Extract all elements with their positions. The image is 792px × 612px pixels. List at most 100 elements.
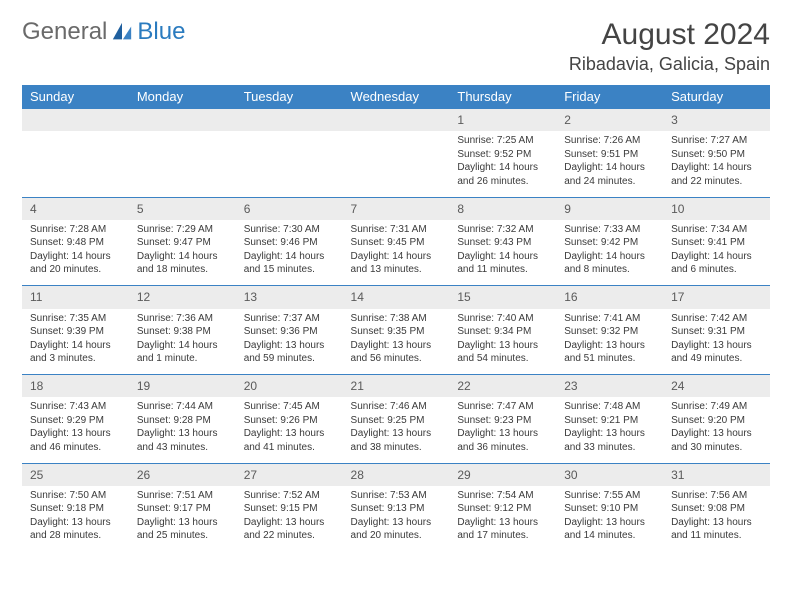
day-number: 27	[236, 463, 343, 486]
day-cell: Sunrise: 7:43 AMSunset: 9:29 PMDaylight:…	[22, 397, 129, 463]
day-number: 4	[22, 197, 129, 220]
day1-text: Daylight: 13 hours	[30, 427, 121, 441]
sail-icon	[111, 21, 133, 43]
day1-text: Daylight: 13 hours	[30, 516, 121, 530]
day-header: Monday	[129, 85, 236, 109]
sunset-text: Sunset: 9:38 PM	[137, 325, 228, 339]
sunset-text: Sunset: 9:31 PM	[671, 325, 762, 339]
sunrise-text: Sunrise: 7:27 AM	[671, 134, 762, 148]
day-cell: Sunrise: 7:33 AMSunset: 9:42 PMDaylight:…	[556, 220, 663, 286]
sunset-text: Sunset: 9:29 PM	[30, 414, 121, 428]
day2-text: and 22 minutes.	[244, 529, 335, 543]
day2-text: and 46 minutes.	[30, 441, 121, 455]
day1-text: Daylight: 13 hours	[671, 339, 762, 353]
day2-text: and 14 minutes.	[564, 529, 655, 543]
sunset-text: Sunset: 9:18 PM	[30, 502, 121, 516]
sunrise-text: Sunrise: 7:25 AM	[457, 134, 548, 148]
day2-text: and 22 minutes.	[671, 175, 762, 189]
day-cell: Sunrise: 7:28 AMSunset: 9:48 PMDaylight:…	[22, 220, 129, 286]
day-number: 29	[449, 463, 556, 486]
day-cell: Sunrise: 7:31 AMSunset: 9:45 PMDaylight:…	[343, 220, 450, 286]
day-number: 19	[129, 375, 236, 398]
day-header: Thursday	[449, 85, 556, 109]
sunrise-text: Sunrise: 7:32 AM	[457, 223, 548, 237]
day1-text: Daylight: 13 hours	[244, 427, 335, 441]
sunset-text: Sunset: 9:23 PM	[457, 414, 548, 428]
sunset-text: Sunset: 9:45 PM	[351, 236, 442, 250]
sunrise-text: Sunrise: 7:37 AM	[244, 312, 335, 326]
day-number	[236, 109, 343, 132]
sunset-text: Sunset: 9:52 PM	[457, 148, 548, 162]
day-cell: Sunrise: 7:56 AMSunset: 9:08 PMDaylight:…	[663, 486, 770, 552]
sunrise-text: Sunrise: 7:33 AM	[564, 223, 655, 237]
day2-text: and 33 minutes.	[564, 441, 655, 455]
logo-text-blue: Blue	[137, 18, 185, 46]
day-cell: Sunrise: 7:51 AMSunset: 9:17 PMDaylight:…	[129, 486, 236, 552]
day-cell: Sunrise: 7:41 AMSunset: 9:32 PMDaylight:…	[556, 309, 663, 375]
sunset-text: Sunset: 9:46 PM	[244, 236, 335, 250]
day-cell: Sunrise: 7:47 AMSunset: 9:23 PMDaylight:…	[449, 397, 556, 463]
day-cell: Sunrise: 7:34 AMSunset: 9:41 PMDaylight:…	[663, 220, 770, 286]
day-cell	[236, 131, 343, 197]
day2-text: and 6 minutes.	[671, 263, 762, 277]
day2-text: and 24 minutes.	[564, 175, 655, 189]
sunrise-text: Sunrise: 7:28 AM	[30, 223, 121, 237]
sunrise-text: Sunrise: 7:48 AM	[564, 400, 655, 414]
calendar-table: Sunday Monday Tuesday Wednesday Thursday…	[22, 85, 770, 552]
day-header-row: Sunday Monday Tuesday Wednesday Thursday…	[22, 85, 770, 109]
sunset-text: Sunset: 9:41 PM	[671, 236, 762, 250]
day-number: 10	[663, 197, 770, 220]
day-number: 8	[449, 197, 556, 220]
day1-text: Daylight: 13 hours	[244, 339, 335, 353]
day-cell: Sunrise: 7:27 AMSunset: 9:50 PMDaylight:…	[663, 131, 770, 197]
day1-text: Daylight: 13 hours	[457, 339, 548, 353]
day1-text: Daylight: 14 hours	[564, 250, 655, 264]
day1-text: Daylight: 13 hours	[564, 339, 655, 353]
day-number: 1	[449, 109, 556, 132]
day-cell: Sunrise: 7:30 AMSunset: 9:46 PMDaylight:…	[236, 220, 343, 286]
sunset-text: Sunset: 9:28 PM	[137, 414, 228, 428]
sunset-text: Sunset: 9:51 PM	[564, 148, 655, 162]
sunset-text: Sunset: 9:26 PM	[244, 414, 335, 428]
sunrise-text: Sunrise: 7:26 AM	[564, 134, 655, 148]
day-number: 2	[556, 109, 663, 132]
header: General Blue August 2024 Ribadavia, Gali…	[22, 18, 770, 75]
day1-text: Daylight: 14 hours	[457, 250, 548, 264]
day-number: 5	[129, 197, 236, 220]
day1-text: Daylight: 14 hours	[137, 250, 228, 264]
sunset-text: Sunset: 9:12 PM	[457, 502, 548, 516]
day-header: Sunday	[22, 85, 129, 109]
sunset-text: Sunset: 9:47 PM	[137, 236, 228, 250]
day-number: 17	[663, 286, 770, 309]
sunset-text: Sunset: 9:13 PM	[351, 502, 442, 516]
day-cell: Sunrise: 7:45 AMSunset: 9:26 PMDaylight:…	[236, 397, 343, 463]
day1-text: Daylight: 13 hours	[244, 516, 335, 530]
day2-text: and 8 minutes.	[564, 263, 655, 277]
detail-row: Sunrise: 7:43 AMSunset: 9:29 PMDaylight:…	[22, 397, 770, 463]
day-number: 7	[343, 197, 450, 220]
day2-text: and 13 minutes.	[351, 263, 442, 277]
sunrise-text: Sunrise: 7:44 AM	[137, 400, 228, 414]
day-number: 30	[556, 463, 663, 486]
sunset-text: Sunset: 9:48 PM	[30, 236, 121, 250]
day-number: 21	[343, 375, 450, 398]
daynum-row: 45678910	[22, 197, 770, 220]
day-number: 26	[129, 463, 236, 486]
daynum-row: 123	[22, 109, 770, 132]
day-number: 9	[556, 197, 663, 220]
day-cell: Sunrise: 7:46 AMSunset: 9:25 PMDaylight:…	[343, 397, 450, 463]
day1-text: Daylight: 13 hours	[564, 516, 655, 530]
day2-text: and 11 minutes.	[457, 263, 548, 277]
day1-text: Daylight: 14 hours	[244, 250, 335, 264]
day-number: 11	[22, 286, 129, 309]
day2-text: and 49 minutes.	[671, 352, 762, 366]
day1-text: Daylight: 14 hours	[137, 339, 228, 353]
day2-text: and 36 minutes.	[457, 441, 548, 455]
sunrise-text: Sunrise: 7:54 AM	[457, 489, 548, 503]
day-number	[343, 109, 450, 132]
sunset-text: Sunset: 9:36 PM	[244, 325, 335, 339]
month-title: August 2024	[569, 18, 770, 52]
day-number: 6	[236, 197, 343, 220]
sunrise-text: Sunrise: 7:42 AM	[671, 312, 762, 326]
day-number: 25	[22, 463, 129, 486]
